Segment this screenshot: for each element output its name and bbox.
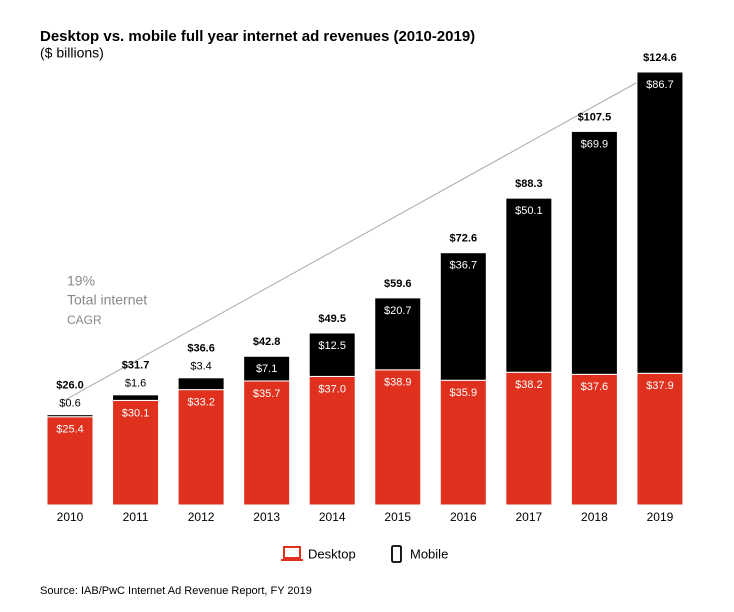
desktop-bar <box>374 369 422 506</box>
desktop-bar <box>112 399 160 506</box>
value-label: $35.7 <box>253 388 281 400</box>
desktop-bar <box>308 375 356 506</box>
mobile-bar <box>112 394 160 401</box>
desktop-bar <box>505 371 553 506</box>
total-label: $36.6 <box>187 343 215 355</box>
total-label: $59.6 <box>384 278 412 290</box>
x-tick-label: 2018 <box>581 510 608 524</box>
x-tick-label: 2010 <box>57 510 84 524</box>
value-label: $69.9 <box>581 138 609 150</box>
total-label: $107.5 <box>578 111 612 123</box>
desktop-icon <box>283 546 301 559</box>
value-label: $37.0 <box>318 383 346 395</box>
mobile-bar <box>505 197 553 373</box>
mobile-bar <box>374 297 422 371</box>
total-label: $42.8 <box>253 336 281 348</box>
mobile-icon <box>391 545 402 563</box>
cagr-arrow <box>64 77 646 401</box>
value-label: $33.2 <box>187 397 215 409</box>
value-label: $36.7 <box>450 260 478 272</box>
desktop-bar <box>177 389 225 506</box>
legend: Desktop Mobile <box>281 545 448 563</box>
desktop-bar <box>570 373 618 506</box>
x-tick-label: 2013 <box>253 510 280 524</box>
total-label: $72.6 <box>450 233 478 245</box>
mobile-bar <box>46 414 94 418</box>
value-label: $30.1 <box>122 407 150 419</box>
source: Source: IAB/PwC Internet Ad Revenue Repo… <box>40 585 312 597</box>
value-label: $37.9 <box>646 380 674 392</box>
total-label: $124.6 <box>643 52 677 64</box>
x-tick-label: 2015 <box>384 510 411 524</box>
value-label: $20.7 <box>384 305 412 317</box>
value-label: $7.1 <box>256 363 277 375</box>
mobile-bar <box>243 355 291 382</box>
x-tick-label: 2014 <box>319 510 346 524</box>
x-tick-label: 2012 <box>188 510 215 524</box>
legend-label: Desktop <box>308 546 356 561</box>
cagr-label: CAGR <box>67 313 102 327</box>
desktop-bar <box>46 416 94 506</box>
cagr-value: 19% <box>67 273 95 289</box>
value-label: $25.4 <box>56 424 84 436</box>
value-label: $86.7 <box>646 79 674 91</box>
chart-title: Desktop vs. mobile full year internet ad… <box>40 28 475 45</box>
value-label: $3.4 <box>190 361 211 373</box>
desktop-bar <box>439 379 487 506</box>
mobile-bar <box>570 130 618 375</box>
cagr-label: Total internet <box>67 292 147 308</box>
total-label: $26.0 <box>56 380 84 392</box>
legend-label: Mobile <box>410 546 448 561</box>
value-label: $0.6 <box>59 398 80 410</box>
x-tick-label: 2017 <box>515 510 542 524</box>
mobile-bar <box>308 332 356 377</box>
x-tick-label: 2011 <box>123 510 149 524</box>
value-label: $38.9 <box>384 377 412 389</box>
x-tick-label: 2019 <box>647 510 674 524</box>
x-tick-label: 2016 <box>450 510 477 524</box>
desktop-bar <box>636 372 684 506</box>
value-label: $1.6 <box>125 378 146 390</box>
total-label: $88.3 <box>515 178 543 190</box>
value-label: $38.2 <box>515 379 543 391</box>
mobile-bar <box>177 377 225 391</box>
mobile-bar <box>636 71 684 374</box>
value-label: $35.9 <box>450 387 478 399</box>
mobile-bar <box>439 252 487 381</box>
total-label: $31.7 <box>122 360 150 372</box>
chart-subtitle: ($ billions) <box>40 45 104 61</box>
value-label: $12.5 <box>318 340 346 352</box>
value-label: $50.1 <box>515 205 543 217</box>
total-label: $49.5 <box>318 313 346 325</box>
value-label: $37.6 <box>581 381 609 393</box>
